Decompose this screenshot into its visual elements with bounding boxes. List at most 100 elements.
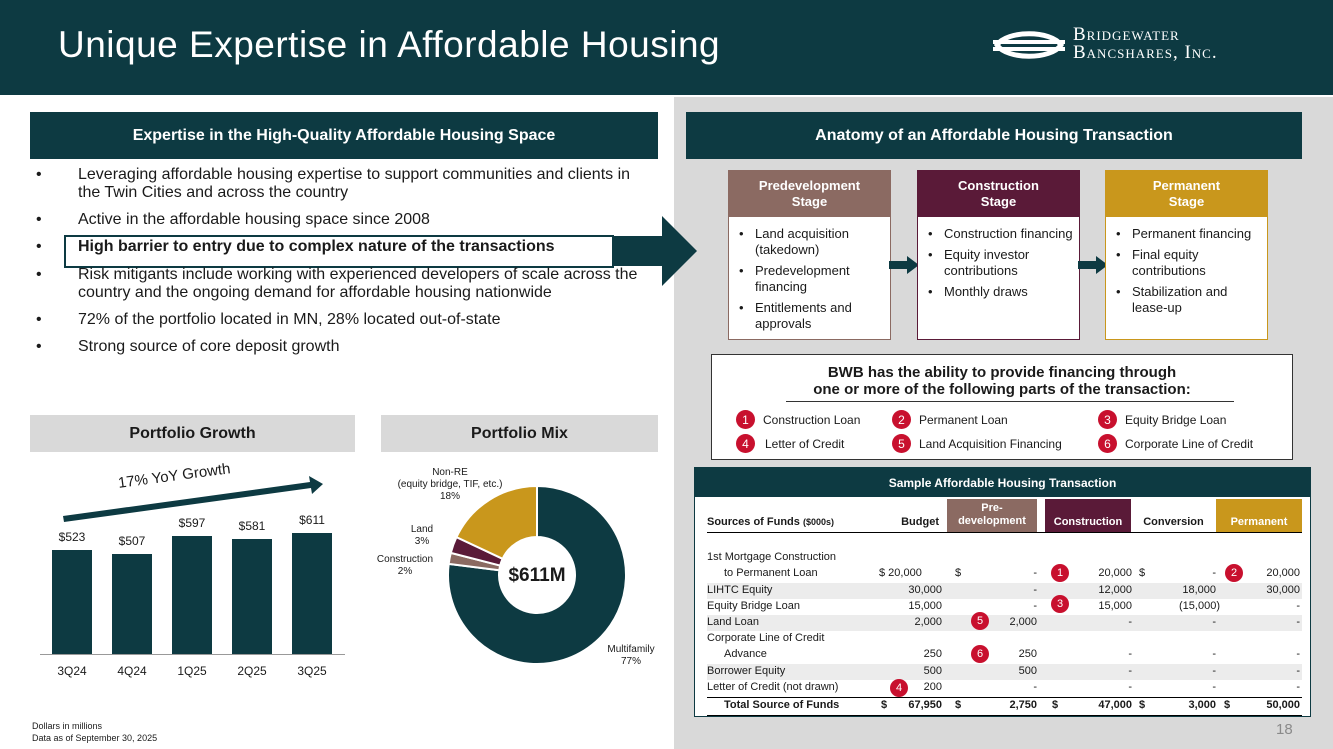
cell-predev: - bbox=[1033, 681, 1037, 693]
option-permanent-loan: 2 Permanent Loan bbox=[892, 410, 1008, 429]
stage-predevelopment-header: Predevelopment Stage bbox=[729, 171, 890, 217]
header-predev-line-1: Pre- bbox=[981, 501, 1003, 514]
option-equity-bridge-loan: 3 Equity Bridge Loan bbox=[1098, 410, 1226, 429]
logo-mark-icon bbox=[993, 31, 1065, 59]
bullet-text: Leveraging affordable housing expertise … bbox=[78, 166, 631, 201]
cell-conversion-dollar: $ bbox=[1139, 567, 1146, 579]
growth-bar-4q24 bbox=[112, 554, 152, 654]
cell-conversion: 3,000 bbox=[1188, 699, 1216, 711]
cell-conversion-dollar: $ bbox=[1139, 699, 1146, 711]
growth-bar-value: $597 bbox=[178, 516, 206, 530]
cell-predev-dollar: $ bbox=[955, 699, 962, 711]
divider bbox=[786, 401, 1234, 402]
header-predevelopment: Pre- development bbox=[947, 499, 1037, 530]
cell-conversion: 18,000 bbox=[1182, 584, 1216, 596]
option-label: Letter of Credit bbox=[765, 436, 845, 451]
cell-permanent: - bbox=[1296, 681, 1300, 693]
portfolio-growth-header: Portfolio Growth bbox=[30, 415, 355, 452]
header-bar: Unique Expertise in Affordable Housing B… bbox=[0, 0, 1333, 95]
stage-subtitle: Stage bbox=[980, 194, 1017, 209]
cell-budget: 200 bbox=[923, 681, 942, 693]
stage-items: Land acquisition (takedown) Predevelopme… bbox=[729, 217, 890, 332]
growth-bar-1q25 bbox=[172, 536, 212, 654]
label-construction-name: Construction bbox=[376, 554, 434, 565]
header-bg-predevelopment bbox=[947, 499, 1037, 532]
marker-construction-loan: 1 bbox=[1051, 564, 1069, 582]
cell-permanent: - bbox=[1296, 665, 1300, 677]
financing-options-box: BWB has the ability to provide financing… bbox=[711, 354, 1293, 460]
cell-permanent: - bbox=[1296, 648, 1300, 660]
footnote: Dollars in millions Data as of September… bbox=[32, 720, 157, 744]
bullet-dot: • bbox=[36, 238, 42, 255]
bullet-dot: • bbox=[36, 311, 42, 328]
bullet-text: Active in the affordable housing space s… bbox=[78, 211, 430, 228]
cell-budget-dollar: $ bbox=[881, 699, 888, 711]
row-label-cont: to Permanent Loan bbox=[724, 567, 818, 579]
stage-permanent-header: Permanent Stage bbox=[1106, 171, 1267, 217]
page-number: 18 bbox=[1276, 721, 1293, 738]
option-number: 1 bbox=[736, 410, 755, 429]
stage-item: Monthly draws bbox=[928, 284, 1073, 300]
bullet-dot: • bbox=[36, 266, 42, 283]
growth-bar-value: $523 bbox=[58, 530, 86, 544]
cell-predev: 2,750 bbox=[1009, 699, 1037, 711]
growth-bar-category: 3Q24 bbox=[57, 664, 87, 678]
stage-item: Final equity contributions bbox=[1116, 247, 1261, 279]
option-number: 2 bbox=[892, 410, 911, 429]
row-label: LIHTC Equity bbox=[707, 584, 773, 596]
cell-conversion: - bbox=[1212, 648, 1216, 660]
expertise-bullet-list: • Leveraging affordable housing expertise… bbox=[36, 166, 656, 365]
bullet-item: • 72% of the portfolio located in MN, 28%… bbox=[36, 311, 656, 329]
highlight-box bbox=[64, 235, 614, 268]
label-land-pct: 3% bbox=[414, 536, 430, 547]
header-budget: Budget bbox=[901, 516, 939, 528]
cell-permanent-dollar: $ bbox=[1224, 699, 1231, 711]
label-non-re: Non-RE (equity bridge, TIF, etc.) 18% bbox=[380, 467, 520, 503]
stage-item: Construction financing bbox=[928, 226, 1073, 242]
label-construction-pct: 2% bbox=[397, 566, 413, 577]
stage-title: Construction bbox=[958, 178, 1039, 193]
cell-predev: - bbox=[1033, 567, 1037, 579]
table-row-total: Total Source of Funds $ 67,950 $ 2,750 $… bbox=[707, 698, 1302, 714]
donut-center-label: $611M bbox=[508, 565, 566, 586]
growth-bar-value: $581 bbox=[238, 519, 266, 533]
bullet-item: • Risk mitigants include working with exp… bbox=[36, 266, 656, 302]
stage-subtitle: Stage bbox=[1168, 194, 1205, 209]
option-number: 4 bbox=[736, 434, 755, 453]
portfolio-mix-donut-chart bbox=[447, 484, 627, 665]
label-multifamily-pct: 77% bbox=[620, 656, 641, 667]
option-label: Construction Loan bbox=[763, 412, 861, 427]
bullet-item-highlighted: • High barrier to entry due to complex na… bbox=[36, 238, 656, 256]
marker-permanent-loan: 2 bbox=[1225, 564, 1243, 582]
label-construction: Construction 2% bbox=[366, 554, 444, 578]
page-title: Unique Expertise in Affordable Housing bbox=[58, 24, 721, 65]
table-row: 1st Mortgage Construction to Permanent L… bbox=[707, 550, 1302, 582]
growth-bar-3q24 bbox=[52, 550, 92, 654]
cell-predev: 500 bbox=[1018, 665, 1037, 677]
cell-budget: $ 20,000 bbox=[879, 567, 922, 579]
header-divider bbox=[707, 532, 1302, 533]
bullet-dot: • bbox=[36, 338, 42, 355]
donut-slice-non-re bbox=[455, 484, 538, 561]
cell-conversion: - bbox=[1212, 665, 1216, 677]
growth-bar-category: 4Q24 bbox=[117, 664, 147, 678]
growth-bar-category: 2Q25 bbox=[237, 664, 267, 678]
marker-land-acquisition: 5 bbox=[971, 612, 989, 630]
header-permanent: Permanent bbox=[1230, 516, 1288, 528]
footnote-line-2: Data as of September 30, 2025 bbox=[32, 733, 158, 743]
stage-item: Entitlements and approvals bbox=[739, 300, 884, 332]
cell-predev: 250 bbox=[1018, 648, 1037, 660]
option-label: Land Acquisition Financing bbox=[919, 436, 1062, 451]
option-label: Corporate Line of Credit bbox=[1125, 436, 1254, 451]
portfolio-growth-title: Portfolio Growth bbox=[129, 424, 256, 442]
cell-predev: 2,000 bbox=[1009, 616, 1037, 628]
table-row: Borrower Equity 500 500 - - - bbox=[707, 664, 1302, 680]
cell-construction: - bbox=[1128, 648, 1132, 660]
option-label: Permanent Loan bbox=[919, 412, 1008, 427]
option-construction-loan: 1 Construction Loan bbox=[736, 410, 860, 429]
cell-budget: 250 bbox=[923, 648, 942, 660]
header-conversion: Conversion bbox=[1143, 516, 1204, 528]
total-divider-top bbox=[707, 697, 1302, 698]
